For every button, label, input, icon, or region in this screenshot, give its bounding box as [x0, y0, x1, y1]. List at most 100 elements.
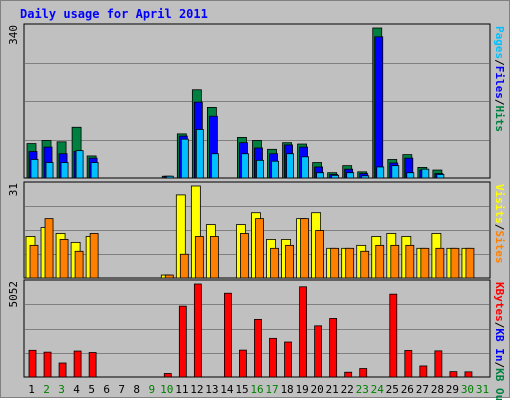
bar-sites-day-26: [405, 244, 415, 279]
bar-pages-day-23: [361, 175, 370, 179]
bar-sites-day-2: [44, 218, 54, 279]
legend-2-item-1: Visits: [493, 184, 506, 224]
bar-sites-day-11: [179, 253, 189, 279]
day-label-3: 3: [58, 383, 65, 396]
bar-pages-day-22: [346, 172, 355, 179]
bar-pages-day-12: [195, 129, 204, 179]
day-label-17: 17: [265, 383, 278, 396]
legend-1-item-1: Pages: [493, 26, 506, 59]
bar-pages-day-17: [271, 160, 279, 179]
bar-sites-day-22: [345, 247, 355, 279]
panel-1-legend: Pages/Files/Hits: [493, 26, 506, 132]
legend-3-item-4: /: [493, 362, 506, 369]
day-label-19: 19: [295, 383, 308, 396]
bar-pages-day-20: [316, 172, 325, 179]
bar-pages-day-2: [45, 162, 54, 179]
bar-kbytes-day-25: [389, 293, 398, 378]
bar-kbytes-day-17: [269, 337, 277, 378]
bar-pages-day-26: [406, 172, 415, 179]
bar-sites-day-13: [209, 236, 219, 279]
bar-sites-day-25: [390, 244, 400, 279]
bar-kbytes-day-18: [284, 341, 292, 378]
day-label-9: 9: [148, 383, 155, 396]
bar-pages-day-24: [376, 166, 385, 179]
legend-1-item-4: /: [493, 99, 506, 106]
bar-kbytes-day-11: [178, 305, 187, 378]
bar-sites-day-10: [164, 274, 174, 279]
bar-sites-day-12: [194, 236, 204, 279]
bar-sites-day-19: [300, 218, 309, 279]
bar-kbytes-day-20: [314, 325, 323, 378]
day-label-20: 20: [311, 383, 324, 396]
day-label-30: 30: [461, 383, 474, 396]
bar-kbytes-day-21: [329, 318, 338, 378]
day-label-8: 8: [133, 383, 140, 396]
day-label-24: 24: [371, 383, 385, 396]
legend-3-item-5: KB Out: [493, 368, 506, 400]
bar-kbytes-day-27: [419, 365, 428, 378]
day-label-15: 15: [235, 383, 248, 396]
bar-sites-day-30: [465, 247, 475, 279]
day-label-26: 26: [401, 383, 414, 396]
bar-sites-day-3: [59, 239, 69, 279]
bar-sites-day-21: [330, 247, 340, 279]
bar-kbytes-day-19: [299, 286, 307, 378]
bar-kbytes-day-15: [239, 349, 247, 378]
bar-sites-day-23: [360, 250, 370, 279]
day-label-31: 31: [476, 383, 489, 396]
day-label-14: 14: [220, 383, 234, 396]
legend-1-item-5: Hits: [493, 106, 506, 133]
legend-1-item-2: /: [493, 59, 506, 66]
legend-3-item-2: /: [493, 322, 506, 329]
day-label-10: 10: [160, 383, 173, 396]
bar-kbytes-day-4: [73, 350, 82, 378]
bar-kbytes-day-14: [224, 292, 232, 378]
panel-3-max-label: 5052: [7, 281, 20, 308]
bar-sites-day-4: [74, 250, 84, 279]
bar-kbytes-day-10: [163, 373, 172, 378]
bar-kbytes-day-5: [88, 352, 97, 378]
bar-kbytes-day-29: [449, 371, 458, 378]
bar-pages-day-4: [75, 150, 84, 179]
panel-3-legend: KBytes/KB In/KB Out: [493, 282, 506, 400]
bar-pages-day-27: [421, 168, 430, 179]
bar-kbytes-day-16: [254, 318, 262, 378]
bar-sites-day-24: [375, 244, 385, 279]
bar-kbytes-day-26: [404, 350, 413, 378]
day-label-4: 4: [73, 383, 80, 396]
day-label-21: 21: [326, 383, 339, 396]
bar-kbytes-day-22: [344, 371, 353, 378]
day-label-16: 16: [250, 383, 263, 396]
day-label-12: 12: [190, 383, 203, 396]
bar-sites-day-29: [450, 247, 460, 279]
bar-kbytes-day-3: [58, 362, 67, 378]
bar-files-day-24: [374, 36, 384, 179]
bar-kbytes-day-1: [28, 349, 37, 378]
bar-sites-day-27: [420, 247, 430, 279]
day-label-23: 23: [356, 383, 369, 396]
bar-sites-day-5: [89, 233, 99, 279]
bar-sites-day-1: [29, 244, 39, 279]
panel-1-max-label: 340: [7, 25, 20, 45]
bar-kbytes-day-23: [359, 368, 368, 378]
day-label-2: 2: [43, 383, 50, 396]
day-label-18: 18: [280, 383, 293, 396]
day-label-29: 29: [446, 383, 459, 396]
day-label-25: 25: [386, 383, 399, 396]
day-label-11: 11: [175, 383, 188, 396]
bar-pages-day-16: [256, 159, 264, 179]
bar-pages-day-1: [30, 159, 39, 179]
bar-kbytes-day-2: [43, 351, 52, 378]
legend-3-item-1: KBytes: [493, 282, 506, 322]
panel-2-legend: Visits/Sites: [493, 184, 506, 264]
legend-2-item-2: /: [493, 224, 506, 231]
bar-sites-day-28: [435, 247, 445, 279]
bar-kbytes-day-30: [464, 371, 473, 378]
bar-kbytes-day-12: [193, 283, 202, 378]
bar-pages-day-25: [391, 165, 400, 179]
bar-pages-day-11: [180, 138, 189, 179]
bar-pages-day-19: [301, 156, 309, 179]
bar-pages-day-28: [436, 174, 445, 179]
bar-kbytes-day-28: [434, 350, 443, 378]
